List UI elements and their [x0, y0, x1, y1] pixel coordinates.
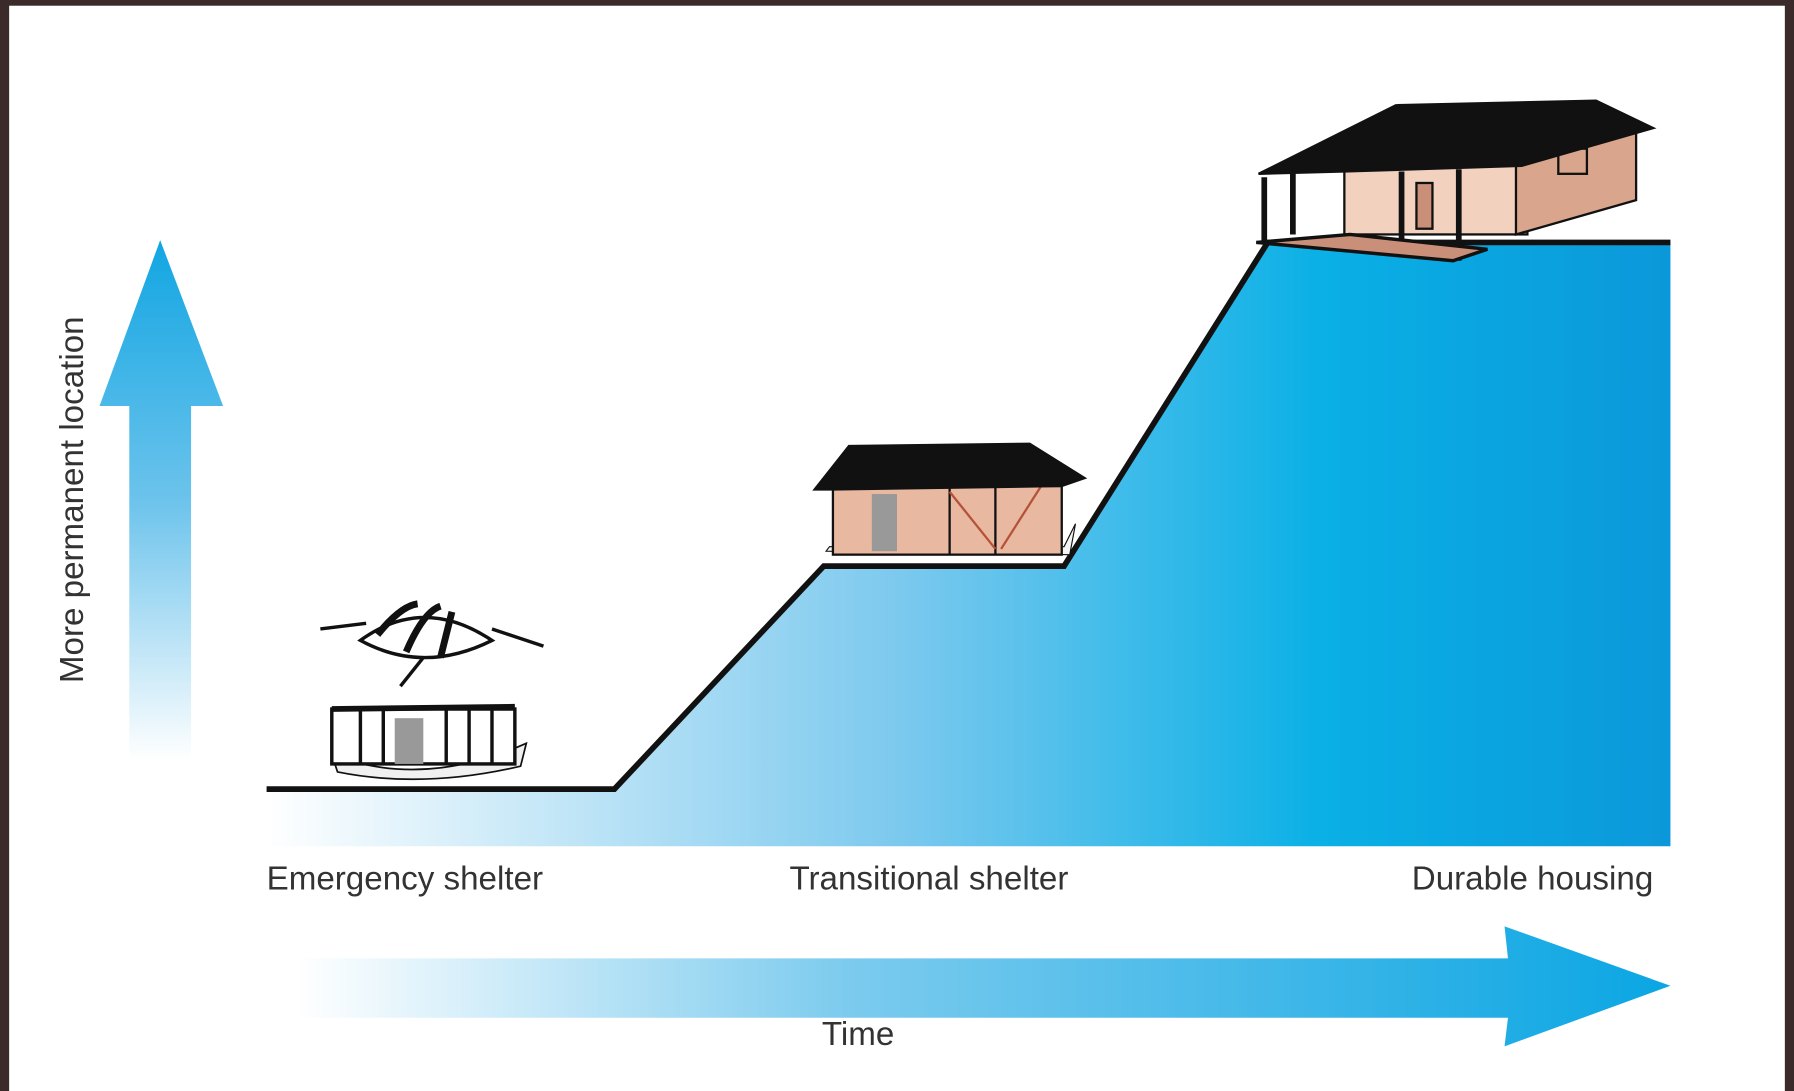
stage-label: Emergency shelter	[267, 860, 543, 897]
horizontal-axis-label: Time	[822, 1016, 894, 1053]
stage-label: Transitional shelter	[789, 860, 1068, 897]
transitional-house	[815, 444, 1085, 555]
diagram: More permanent location Time Emergency s…	[0, 0, 1794, 1091]
page: More permanent location Time Emergency s…	[0, 0, 1794, 1091]
stage-label: Durable housing	[1412, 860, 1654, 897]
vertical-axis-label: More permanent location	[54, 316, 91, 683]
